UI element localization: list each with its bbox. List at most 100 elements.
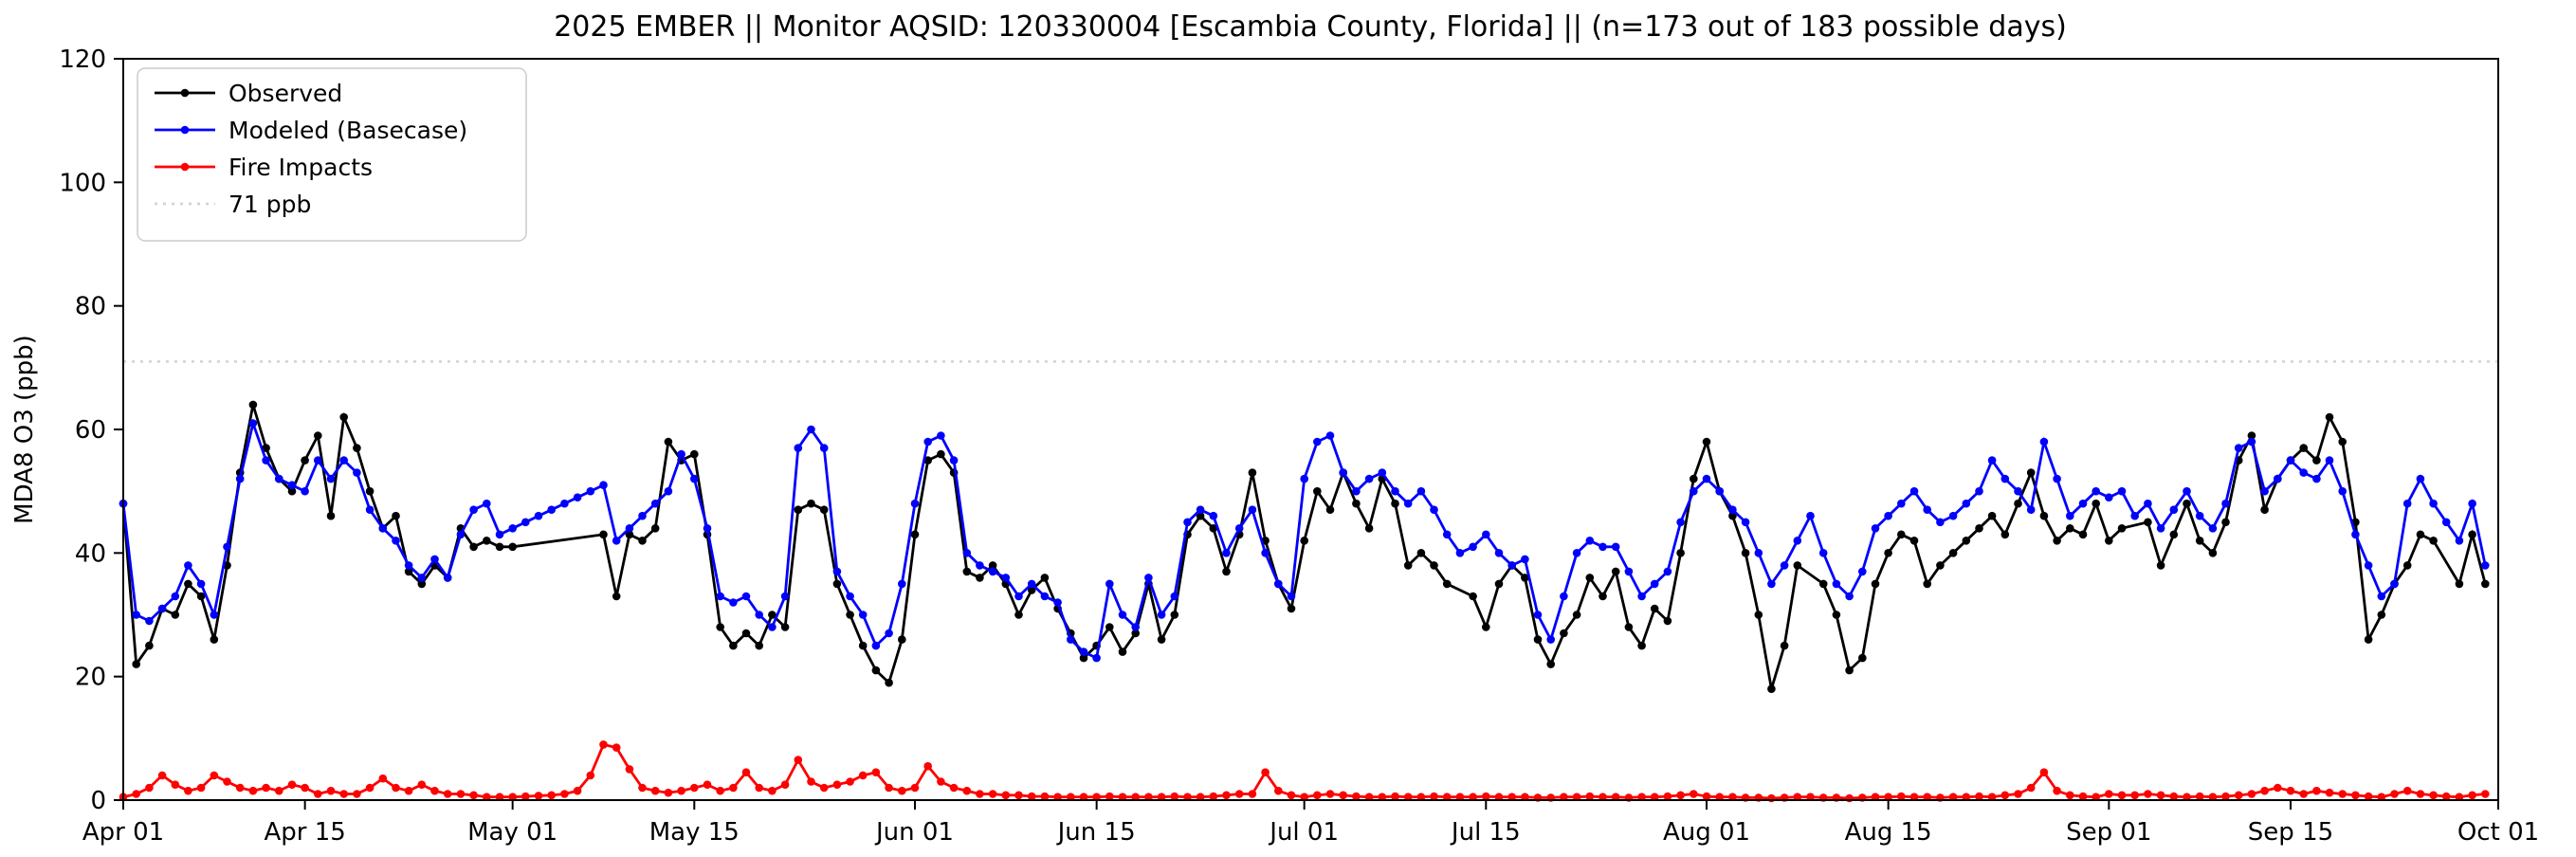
modeled-basecase-marker — [2053, 474, 2061, 483]
modeled-basecase-marker — [1832, 579, 1841, 589]
modeled-basecase-marker — [910, 499, 920, 508]
observed-marker — [1585, 574, 1595, 582]
modeled-basecase-marker — [2390, 579, 2399, 589]
observed-marker — [2066, 524, 2074, 533]
fire-impacts-marker — [1987, 793, 1997, 801]
fire-impacts-marker — [1325, 790, 1335, 798]
observed-marker — [2468, 530, 2476, 539]
modeled-basecase-marker — [2066, 511, 2074, 520]
modeled-basecase-marker — [1884, 511, 1892, 520]
fire-impacts-marker — [573, 786, 582, 795]
modeled-basecase-marker — [1261, 549, 1270, 557]
modeled-basecase-marker — [1546, 635, 1555, 644]
fire-impacts-marker — [1157, 793, 1166, 801]
modeled-basecase-marker — [378, 524, 388, 533]
observed-marker — [716, 623, 724, 631]
modeled-basecase-marker — [1624, 567, 1634, 576]
modeled-basecase-marker — [1430, 505, 1438, 514]
fire-impacts-marker — [196, 783, 206, 793]
fire-impacts-marker — [2066, 791, 2074, 800]
legend-entry-observed: Observed — [155, 80, 342, 107]
fire-impacts-marker — [1144, 793, 1153, 801]
modeled-basecase-marker — [2234, 444, 2243, 452]
modeled-basecase-marker — [2144, 499, 2152, 508]
modeled-basecase-marker — [248, 419, 258, 428]
fire-impacts-marker — [1690, 790, 1698, 798]
observed-marker — [1482, 623, 1490, 631]
legend-label: Fire Impacts — [228, 154, 373, 181]
legend-entry-fire-impacts: Fire Impacts — [155, 154, 373, 181]
fire-impacts-marker — [443, 790, 452, 798]
modeled-basecase-marker — [1676, 518, 1685, 527]
modeled-basecase-marker — [1897, 499, 1906, 508]
observed-marker — [2183, 499, 2191, 508]
fire-impacts-marker — [2286, 786, 2295, 795]
fire-impacts-marker — [2416, 790, 2425, 798]
fire-impacts-marker — [1611, 793, 1620, 801]
y-tick-label: 80 — [75, 293, 106, 321]
fire-impacts-marker — [365, 783, 375, 793]
fire-impacts-marker — [1234, 790, 1244, 798]
fire-impacts-marker — [248, 786, 258, 795]
observed-marker — [1611, 567, 1620, 576]
fire-impacts-marker — [1183, 793, 1192, 801]
modeled-basecase-marker — [2455, 537, 2464, 545]
fire-impacts-marker — [314, 790, 322, 798]
observed-marker — [898, 635, 906, 644]
modeled-basecase-marker — [2195, 511, 2204, 520]
y-tick-label: 100 — [59, 169, 106, 197]
fire-impacts-marker — [2325, 788, 2334, 797]
fire-impacts-marker — [495, 793, 504, 801]
modeled-basecase-marker — [157, 604, 167, 613]
observed-marker — [741, 629, 751, 638]
fire-impacts-marker — [1196, 793, 1205, 801]
observed-marker — [2001, 530, 2010, 539]
fire-impacts-marker — [1909, 793, 1919, 801]
fire-impacts-marker — [1442, 793, 1452, 801]
fire-impacts-marker — [2299, 790, 2308, 798]
observed-marker — [196, 592, 206, 601]
modeled-basecase-marker — [1416, 486, 1426, 496]
modeled-basecase-marker — [1105, 579, 1114, 589]
modeled-basecase-marker — [1507, 561, 1516, 570]
fire-impacts-marker — [2183, 793, 2191, 801]
legend-box — [137, 67, 527, 242]
fire-impacts-marker — [2014, 790, 2022, 798]
fire-impacts-marker — [2364, 792, 2373, 801]
observed-marker — [1430, 561, 1438, 570]
modeled-basecase-marker — [612, 537, 621, 545]
modeled-basecase-marker — [2001, 474, 2010, 483]
modeled-basecase-marker — [2117, 486, 2127, 496]
modeled-basecase-marker — [2286, 456, 2295, 465]
fire-impacts-marker — [1170, 792, 1179, 801]
fire-impacts-marker — [794, 756, 803, 764]
modeled-basecase-marker — [171, 592, 180, 601]
observed-marker — [1079, 653, 1088, 663]
fire-impacts-marker — [210, 771, 219, 780]
legend-label: Observed — [228, 80, 342, 107]
observed-marker — [612, 592, 621, 601]
modeled-basecase-marker — [443, 574, 452, 582]
modeled-basecase-marker — [2130, 511, 2139, 520]
fire-impacts-marker — [716, 786, 724, 795]
observed-marker — [807, 499, 815, 508]
observed-marker — [2169, 530, 2179, 539]
observed-marker — [1196, 511, 1205, 520]
fire-impacts-marker — [1053, 793, 1062, 801]
modeled-basecase-marker — [1741, 518, 1750, 527]
modeled-basecase-marker — [1923, 505, 1931, 514]
fire-impacts-marker — [262, 783, 270, 793]
observed-marker — [988, 561, 997, 570]
observed-marker — [1469, 592, 1477, 601]
observed-marker — [1131, 629, 1140, 638]
fire-impacts-marker — [171, 780, 180, 789]
modeled-basecase-marker — [2364, 561, 2373, 570]
fire-impacts-marker — [469, 791, 478, 800]
observed-marker — [2338, 437, 2347, 447]
observed-marker — [2026, 468, 2036, 477]
fire-impacts-marker — [1287, 791, 1296, 800]
fire-impacts-marker — [988, 790, 997, 798]
fire-impacts-marker — [1300, 793, 1308, 801]
fire-impacts-marker — [1806, 793, 1815, 801]
modeled-basecase-marker — [1858, 567, 1867, 576]
